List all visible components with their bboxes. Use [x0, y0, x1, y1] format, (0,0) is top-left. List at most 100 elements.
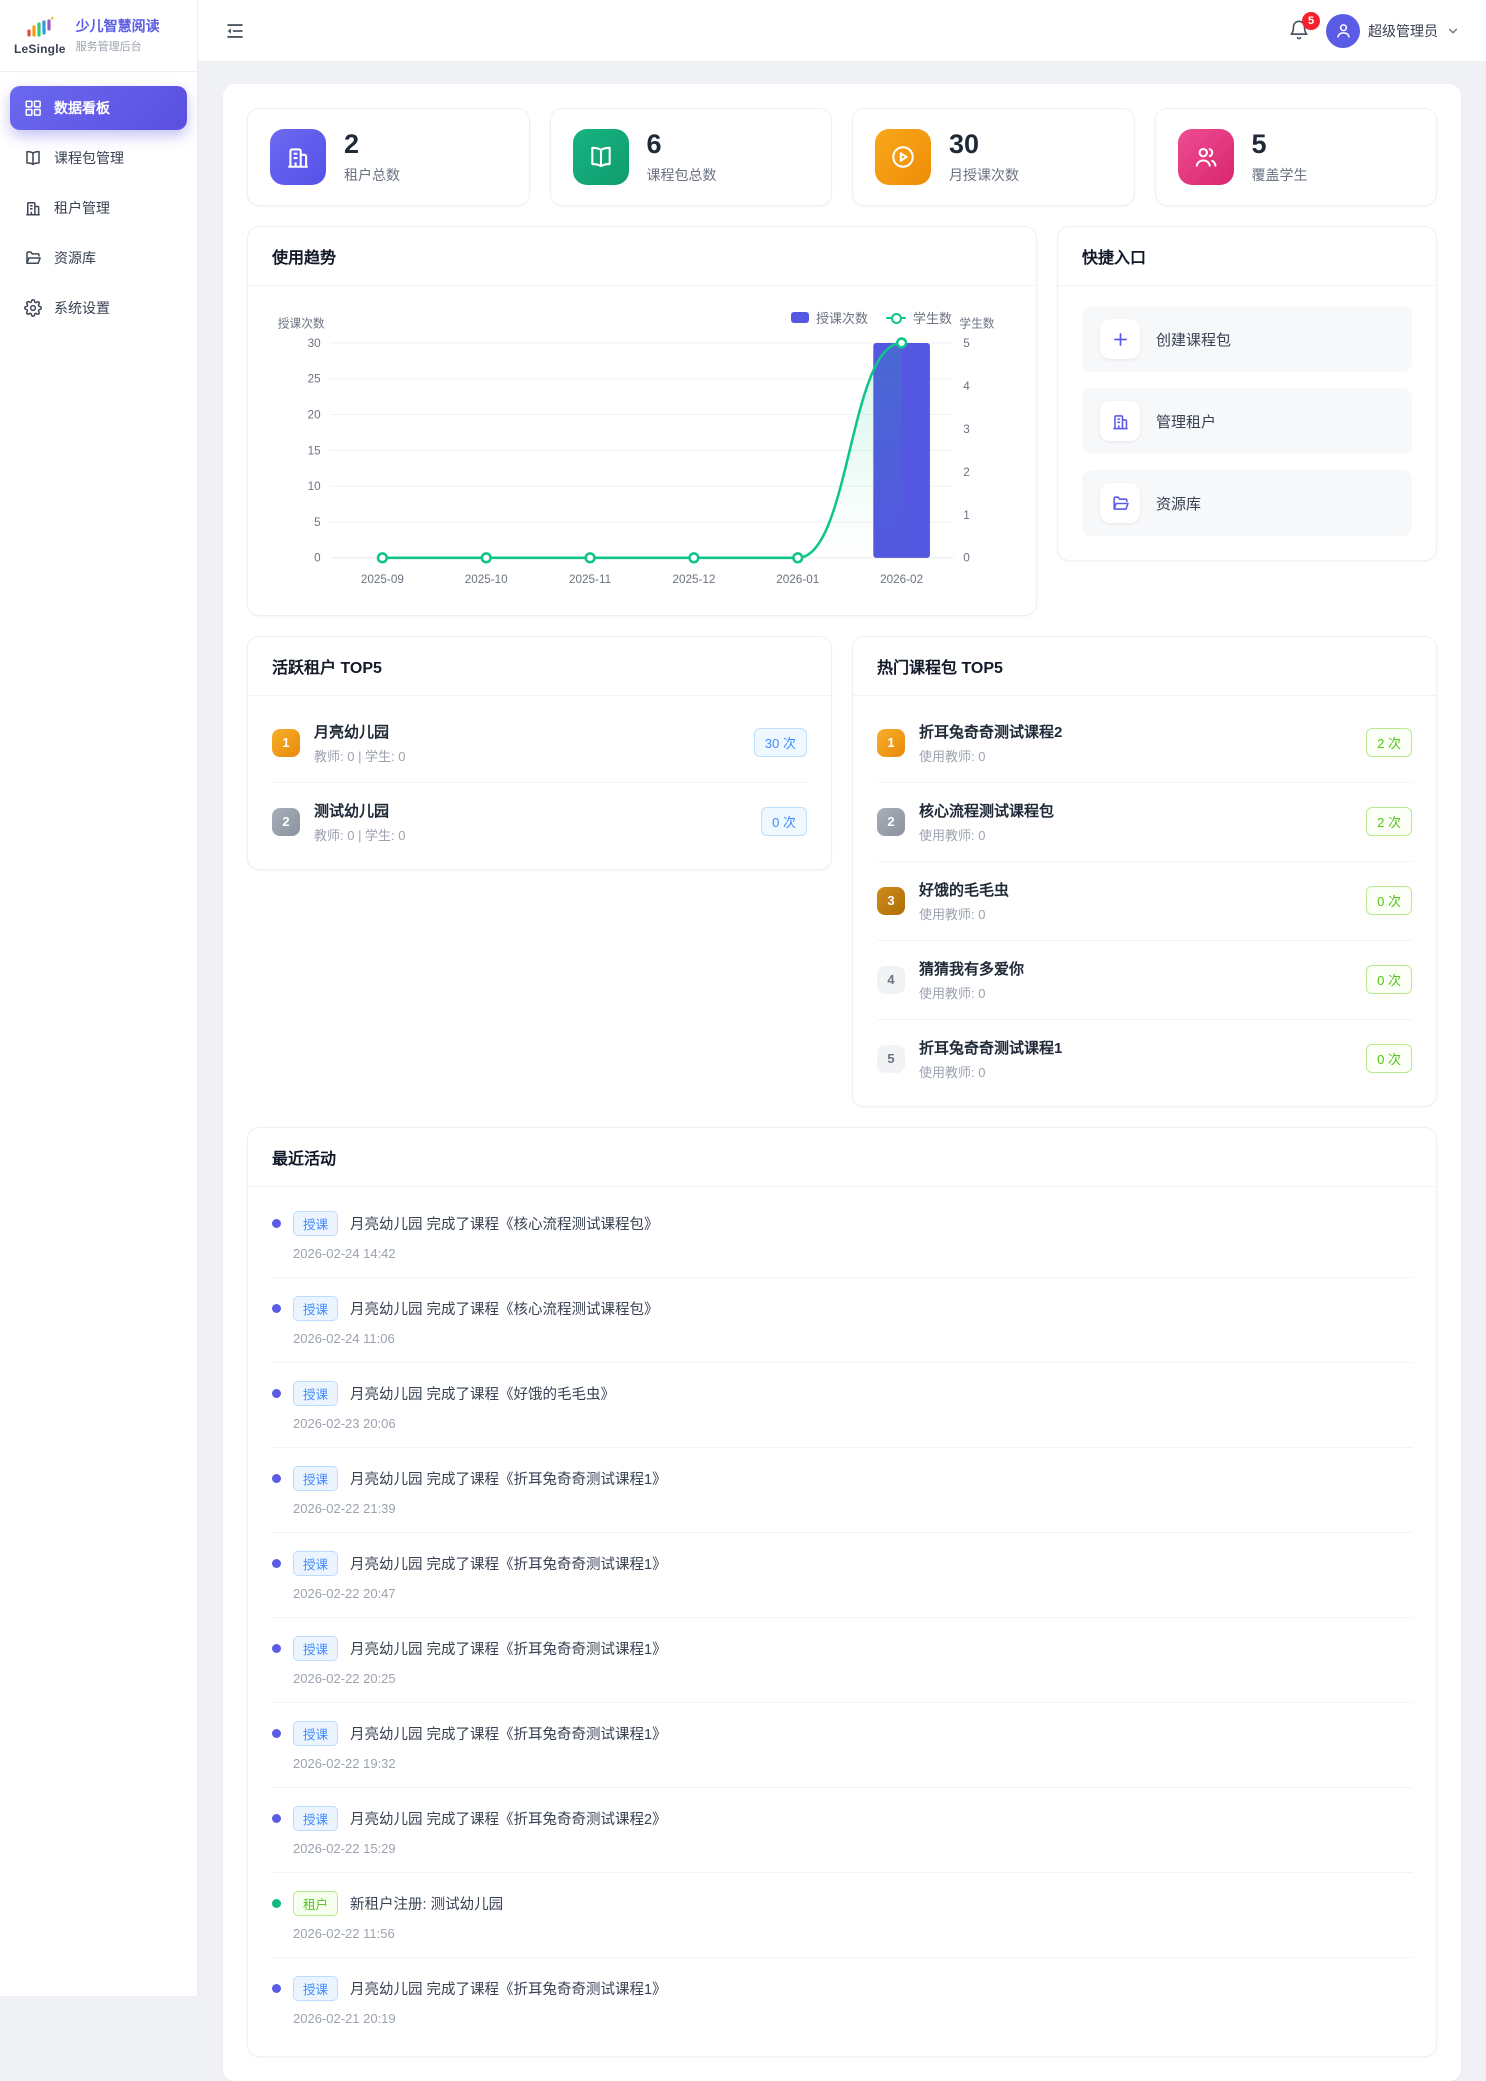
- activity-time: 2026-02-22 21:39: [293, 1500, 396, 1516]
- svg-text:5: 5: [963, 337, 970, 350]
- building-icon: [270, 129, 326, 186]
- stat-value: 2: [344, 129, 360, 159]
- quick-access-title: 快捷入口: [1058, 227, 1436, 287]
- rank-badge: 5: [877, 1044, 905, 1073]
- package-sub: 使用教师: 0: [919, 906, 986, 922]
- building-icon: [26, 202, 40, 216]
- hot-packages-card: 热门课程包 TOP5 1 折耳兔奇奇测试课程2 使用教师: 0 2 次 2 核心…: [852, 635, 1437, 1107]
- play-circle-icon: [875, 129, 931, 186]
- svg-text:2025-10: 2025-10: [465, 573, 508, 586]
- activity-time: 2026-02-22 20:47: [293, 1585, 396, 1601]
- activity-text: 月亮幼儿园 完成了课程《折耳兔奇奇测试课程1》: [350, 1471, 667, 1488]
- sidebar-item-tenants[interactable]: 租户管理: [10, 186, 187, 230]
- notifications-button[interactable]: 5: [1288, 11, 1320, 43]
- active-tenants-title: 活跃租户 TOP5: [248, 637, 831, 696]
- svg-text:25: 25: [308, 373, 322, 386]
- hot-packages-title: 热门课程包 TOP5: [853, 637, 1436, 696]
- activity-text: 月亮幼儿园 完成了课程《核心流程测试课程包》: [350, 1301, 659, 1318]
- quick-link-manage-tenants[interactable]: 管理租户: [1082, 388, 1412, 455]
- tenant-sub: 教师: 0 | 学生: 0: [314, 748, 406, 764]
- activity-tag: 授课: [293, 1465, 339, 1491]
- svg-text:1: 1: [963, 509, 970, 522]
- activity-text: 月亮幼儿园 完成了课程《折耳兔奇奇测试课程1》: [350, 1726, 667, 1743]
- brand-logo: LeSingle: [14, 15, 66, 56]
- legend-item-students[interactable]: 学生数: [885, 308, 952, 327]
- activity-dot: [272, 1303, 281, 1313]
- brand-title: 少儿智慧阅读: [75, 18, 160, 35]
- quick-link-label: 管理租户: [1156, 413, 1217, 431]
- activity-time: 2026-02-23 20:06: [293, 1415, 396, 1431]
- folder-icon: [1100, 483, 1140, 524]
- package-name: 核心流程测试课程包: [919, 802, 1055, 820]
- activity-text: 新租户注册: 测试幼儿园: [350, 1896, 504, 1913]
- activity-tag: 授课: [293, 1380, 339, 1406]
- user-menu[interactable]: 超级管理员: [1326, 13, 1460, 48]
- tenant-name: 测试幼儿园: [314, 802, 390, 820]
- stat-label: 覆盖学生: [1251, 167, 1308, 184]
- svg-text:3: 3: [963, 423, 970, 436]
- brand-logo-text: LeSingle: [14, 42, 66, 56]
- collapse-menu-icon[interactable]: [224, 20, 246, 42]
- package-rank-row: 3 好饿的毛毛虫 使用教师: 0 0 次: [877, 862, 1412, 941]
- activity-time: 2026-02-24 14:42: [293, 1245, 396, 1261]
- quick-link-resources[interactable]: 资源库: [1082, 470, 1412, 537]
- gear-icon: [24, 299, 42, 317]
- stat-card-students: 5 覆盖学生: [1154, 108, 1437, 207]
- svg-text:学生数: 学生数: [959, 316, 994, 330]
- notification-count-badge: 5: [1302, 11, 1320, 30]
- rank-badge: 2: [272, 807, 300, 836]
- activity-row: 授课 月亮幼儿园 完成了课程《折耳兔奇奇测试课程2》 2026-02-22 15…: [272, 1788, 1412, 1873]
- svg-text:0: 0: [963, 552, 970, 565]
- activity-tag: 授课: [293, 1975, 339, 2001]
- svg-text:2026-02: 2026-02: [880, 573, 923, 586]
- package-name: 折耳兔奇奇测试课程2: [919, 723, 1063, 741]
- users-icon: [1177, 129, 1234, 186]
- svg-text:2026-01: 2026-01: [776, 573, 819, 586]
- stat-value: 30: [949, 129, 980, 159]
- activity-tag: 授课: [293, 1295, 339, 1321]
- stat-label: 月授课次数: [949, 167, 1019, 184]
- tenant-rank-row: 2 测试幼儿园 教师: 0 | 学生: 0 0 次: [272, 783, 807, 861]
- package-sub: 使用教师: 0: [919, 985, 986, 1001]
- activity-row: 授课 月亮幼儿园 完成了课程《折耳兔奇奇测试课程1》 2026-02-22 20…: [272, 1533, 1412, 1618]
- package-rank-row: 5 折耳兔奇奇测试课程1 使用教师: 0 0 次: [877, 1020, 1412, 1098]
- svg-text:授课次数: 授课次数: [278, 316, 325, 330]
- svg-text:5: 5: [314, 516, 321, 529]
- tenant-name: 月亮幼儿园: [314, 723, 390, 741]
- activity-text: 月亮幼儿园 完成了课程《折耳兔奇奇测试课程1》: [350, 1641, 667, 1658]
- building-icon: [1100, 401, 1140, 442]
- activity-dot: [272, 1983, 281, 1993]
- usage-trend-chart: 授课次数 学生数 0 5 10 15 20 25 30 0 1 2 3 4 5 授课次数 学生数 2025-0…: [248, 286, 1036, 615]
- recent-activities-card: 最近活动 授课 月亮幼儿园 完成了课程《核心流程测试课程包》 2026-02-2…: [247, 1126, 1437, 2057]
- usage-trend-title: 使用趋势: [248, 227, 1036, 287]
- package-count-badge: 2 次: [1366, 728, 1412, 758]
- package-sub: 使用教师: 0: [919, 827, 986, 843]
- package-rank-row: 2 核心流程测试课程包 使用教师: 0 2 次: [877, 783, 1412, 862]
- sidebar-item-label: 数据看板: [54, 100, 110, 116]
- activity-dot: [272, 1218, 281, 1228]
- activity-time: 2026-02-22 11:56: [293, 1925, 395, 1941]
- stat-value: 6: [646, 129, 662, 159]
- legend-line-swatch: [885, 312, 906, 325]
- quick-link-create-package[interactable]: 创建课程包: [1082, 306, 1412, 373]
- stat-card-packages: 6 课程包总数: [549, 108, 832, 207]
- activity-row: 授课 月亮幼儿园 完成了课程《核心流程测试课程包》 2026-02-24 11:…: [272, 1278, 1412, 1363]
- activity-text: 月亮幼儿园 完成了课程《好饿的毛毛虫》: [350, 1386, 616, 1403]
- legend-item-lessons[interactable]: 授课次数: [790, 308, 868, 327]
- bell-icon: [1290, 20, 1308, 39]
- sidebar-item-resources[interactable]: 资源库: [10, 236, 187, 280]
- sidebar-item-settings[interactable]: 系统设置: [10, 286, 187, 330]
- package-name: 好饿的毛毛虫: [919, 881, 1010, 899]
- activity-tag: 授课: [293, 1805, 339, 1831]
- activity-tag: 授课: [293, 1210, 339, 1236]
- stat-card-tenants: 2 租户总数: [247, 108, 530, 207]
- sidebar-item-course-packages[interactable]: 课程包管理: [10, 136, 187, 180]
- rank-badge: 3: [877, 886, 905, 915]
- plus-icon: [1100, 319, 1140, 360]
- tenant-count-badge: 30 次: [753, 728, 807, 758]
- sidebar-item-dashboard[interactable]: 数据看板: [10, 86, 187, 130]
- stat-value: 5: [1251, 129, 1267, 159]
- rank-badge: 1: [272, 728, 300, 757]
- activity-tag: 租户: [293, 1890, 339, 1916]
- trend-chart-svg: 0 5 10 15 20 25 30 0 1 2 3 4 5 授课次数 学生数 2025-09 2025-10 2…: [278, 316, 995, 586]
